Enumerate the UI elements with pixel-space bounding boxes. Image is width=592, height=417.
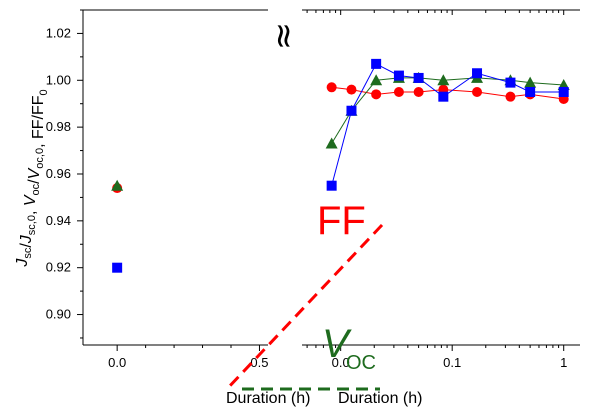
left-x-axis-title: Duration (h) bbox=[226, 390, 310, 407]
right-series-2-point bbox=[413, 72, 424, 83]
right-series-0-point bbox=[371, 89, 382, 100]
right-series-2-point bbox=[326, 180, 337, 191]
y-axis-title-part: V bbox=[22, 194, 39, 206]
y-axis-title-part: sc bbox=[22, 247, 34, 259]
left-x-tick-label: 0.0 bbox=[108, 355, 126, 370]
ff-annotation: FF bbox=[317, 199, 366, 243]
right-x-tick-label: 0.1 bbox=[443, 355, 461, 370]
y-axis-title-part: , bbox=[22, 206, 39, 215]
y-axis-title-part: / bbox=[26, 179, 43, 184]
right-series-1-point bbox=[524, 76, 537, 88]
right-series-2-point bbox=[472, 68, 483, 79]
right-panel: 0.0 0.1 1 ≈ bbox=[264, 0, 580, 370]
y-tick-label: 0.92 bbox=[46, 260, 71, 275]
y-axis-title-part: oc bbox=[30, 183, 42, 195]
y-axis-title-part: V bbox=[26, 167, 43, 179]
right-series-1-point bbox=[325, 137, 338, 149]
y-tick-label: 0.90 bbox=[46, 307, 71, 322]
right-series-0-line bbox=[331, 86, 564, 100]
y-axis-title-part: J bbox=[18, 234, 35, 244]
left-series-1-point bbox=[111, 179, 124, 191]
right-x-tick-label: 0.0 bbox=[332, 355, 350, 370]
y-tick-label: 0.94 bbox=[46, 213, 71, 228]
left-series-2-point bbox=[112, 262, 123, 273]
left-x-tick-label: 0.5 bbox=[250, 355, 268, 370]
right-series-0-point bbox=[413, 86, 424, 97]
right-series-2-point bbox=[371, 58, 382, 69]
y-axis-label-group: Jsc/Jsc,0, Voc/Voc,0, FF/FF0 bbox=[14, 89, 50, 267]
y-axis-title: Jsc/Jsc,0, Voc/Voc,0, FF/FF0 bbox=[14, 89, 50, 267]
right-series-1-line bbox=[331, 77, 564, 144]
y-axis-title-part: 0 bbox=[38, 89, 50, 95]
y-tick-label: 0.96 bbox=[46, 166, 71, 181]
y-axis-title-part: J bbox=[14, 258, 31, 268]
right-x-axis-title: Duration (h) bbox=[338, 390, 422, 407]
y-axis-title-part: oc,0 bbox=[34, 148, 46, 169]
axis-break-gap bbox=[268, 0, 302, 358]
right-series-2-point bbox=[393, 70, 404, 81]
y-tick-label: 0.98 bbox=[46, 119, 71, 134]
right-series-2-point bbox=[346, 105, 357, 116]
right-series-2-point bbox=[438, 91, 449, 102]
y-tick-label: 1.00 bbox=[46, 72, 71, 87]
y-tick-label: 1.02 bbox=[46, 25, 71, 40]
annotations: FF VOC bbox=[224, 199, 384, 392]
right-series-0-point bbox=[505, 91, 516, 102]
right-series-0-point bbox=[346, 84, 357, 95]
y-axis-title-part: / bbox=[18, 243, 35, 248]
y-axis-title-part: , FF/FF bbox=[30, 95, 47, 148]
y-axis-title-part: sc,0 bbox=[26, 215, 38, 235]
voc-annotation-subscript: OC bbox=[346, 352, 376, 374]
axis-break-symbol: ≈ bbox=[264, 22, 304, 51]
right-series-2-point bbox=[525, 86, 536, 97]
right-series-2-point bbox=[558, 86, 569, 97]
voc-annotation: V bbox=[322, 322, 352, 366]
right-series-2-line bbox=[331, 63, 564, 186]
right-x-tick-label: 1 bbox=[560, 355, 567, 370]
right-series-0-point bbox=[393, 86, 404, 97]
left-panel: 0.90 0.92 0.94 0.96 0.98 1.00 1.02 0.0 0.5 bbox=[46, 9, 269, 370]
right-series-0-point bbox=[472, 86, 483, 97]
right-series-1-point bbox=[437, 74, 450, 86]
right-series-0-point bbox=[326, 82, 337, 93]
right-series-2-point bbox=[505, 77, 516, 88]
right-series-1-point bbox=[370, 74, 383, 86]
